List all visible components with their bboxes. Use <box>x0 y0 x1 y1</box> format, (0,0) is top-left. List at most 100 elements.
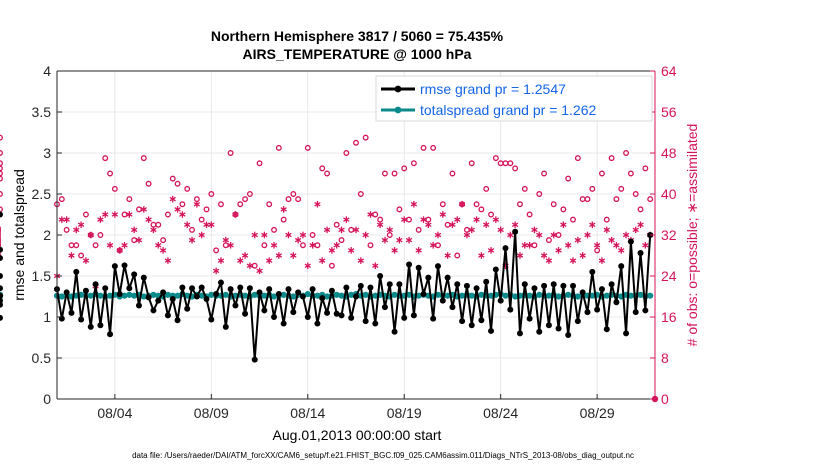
obs-count-series <box>0 134 654 290</box>
rmse-point <box>251 356 258 363</box>
obs-possible-point <box>285 196 292 203</box>
obs-assimilated-point <box>116 247 123 254</box>
legend-rmse-marker <box>394 85 402 93</box>
rmse-point <box>0 301 3 308</box>
obs-possible-point <box>517 201 523 208</box>
obs-assimilated-point <box>280 206 287 213</box>
rmse-point <box>97 322 104 329</box>
rmse-point <box>526 315 533 322</box>
obs-possible-point <box>319 165 326 172</box>
obs-assimilated-point <box>391 247 398 254</box>
totalspread-point <box>478 291 485 298</box>
obs-possible-point <box>261 242 268 249</box>
rmse-point <box>372 320 379 327</box>
obs-possible-point <box>362 134 369 141</box>
rmse-point <box>290 309 297 316</box>
rmse-point <box>145 294 152 301</box>
totalspread-point <box>637 291 644 298</box>
rmse-point <box>266 286 273 293</box>
rmse-point <box>430 315 437 322</box>
totalspread-point <box>150 291 157 298</box>
totalspread-point <box>126 291 133 298</box>
obs-possible-point <box>545 237 552 244</box>
obs-possible-point <box>121 211 128 218</box>
rmse-point <box>406 261 413 268</box>
obs-possible-point <box>381 170 388 177</box>
obs-assimilated-point <box>564 241 572 249</box>
obs-possible-point <box>198 216 205 223</box>
rmse-point <box>589 268 596 275</box>
obs-possible-point <box>454 252 461 259</box>
obs-possible-point <box>97 232 104 238</box>
rmse-point <box>164 312 171 319</box>
obs-assimilated-point <box>314 200 321 208</box>
obs-possible-point <box>275 144 282 151</box>
obs-assimilated-point <box>608 236 615 244</box>
obs-assimilated-point <box>265 257 273 264</box>
x-tick-label: 08/04 <box>97 405 132 421</box>
rmse-point <box>570 282 577 289</box>
rmse-point <box>82 287 89 294</box>
obs-assimilated-point <box>68 252 75 259</box>
rmse-point <box>0 254 3 261</box>
totalspread-point <box>405 291 413 298</box>
obs-assimilated-point <box>415 247 422 254</box>
obs-assimilated-point <box>309 241 316 249</box>
rmse-point <box>463 282 470 289</box>
rmse-point <box>632 309 639 316</box>
rmse-point <box>377 273 384 279</box>
legend-rmse-label: rmse grand pr = 1.2547 <box>420 81 566 97</box>
obs-assimilated-point <box>275 252 283 259</box>
rmse-point <box>213 291 220 298</box>
totalspread-point <box>333 291 340 298</box>
obs-assimilated-point <box>212 267 220 275</box>
rmse-point <box>304 314 311 320</box>
obs-assimilated-point <box>545 257 553 264</box>
totalspread-point <box>565 291 572 298</box>
obs-possible-point <box>541 170 548 177</box>
obs-possible-point <box>603 216 610 223</box>
obs-assimilated-point <box>338 226 345 234</box>
obs-possible-point <box>526 211 533 218</box>
rmse-point <box>348 314 355 321</box>
obs-possible-point <box>632 191 639 197</box>
obs-possible-point <box>189 226 195 233</box>
totalspread-point <box>261 292 268 299</box>
obs-possible-point <box>343 150 350 156</box>
x-axis-label: Aug.01,2013 00:00:00 start <box>273 427 442 443</box>
obs-possible-point <box>406 216 412 223</box>
obs-assimilated-point <box>574 236 582 244</box>
rmse-point <box>217 279 224 286</box>
obs-possible-point <box>145 180 152 187</box>
rmse-point <box>594 306 601 313</box>
rmse-point <box>454 281 461 288</box>
totalspread-point <box>444 292 451 299</box>
totalspread-point <box>58 293 65 300</box>
obs-assimilated-point <box>102 211 109 218</box>
rmse-point <box>367 284 374 291</box>
obs-possible-point <box>396 206 403 213</box>
y-tick-label-right: 32 <box>661 227 677 243</box>
totalspread-point <box>280 291 287 298</box>
obs-assimilated-point <box>579 252 586 259</box>
obs-possible-point <box>111 185 118 192</box>
grid <box>57 71 655 399</box>
rmse-point <box>623 330 630 337</box>
rmse-point <box>381 304 388 311</box>
obs-possible-point <box>73 242 80 249</box>
obs-possible-point <box>0 165 3 172</box>
rmse-point <box>237 284 244 291</box>
obs-possible-point <box>251 262 258 269</box>
obs-possible-point <box>102 155 109 162</box>
obs-assimilated-point <box>618 247 625 254</box>
obs-possible-point <box>521 185 528 192</box>
rmse-point <box>174 317 181 324</box>
rmse-point <box>425 274 432 281</box>
obs-assimilated-point <box>241 252 249 259</box>
obs-assimilated-point <box>208 221 215 229</box>
rmse-point <box>140 274 147 281</box>
obs-possible-point <box>570 216 576 223</box>
rmse-point <box>319 295 326 302</box>
rmse-point <box>0 273 3 279</box>
chart-title-line1: Northern Hemisphere 3817 / 5060 = 75.435… <box>211 28 504 44</box>
